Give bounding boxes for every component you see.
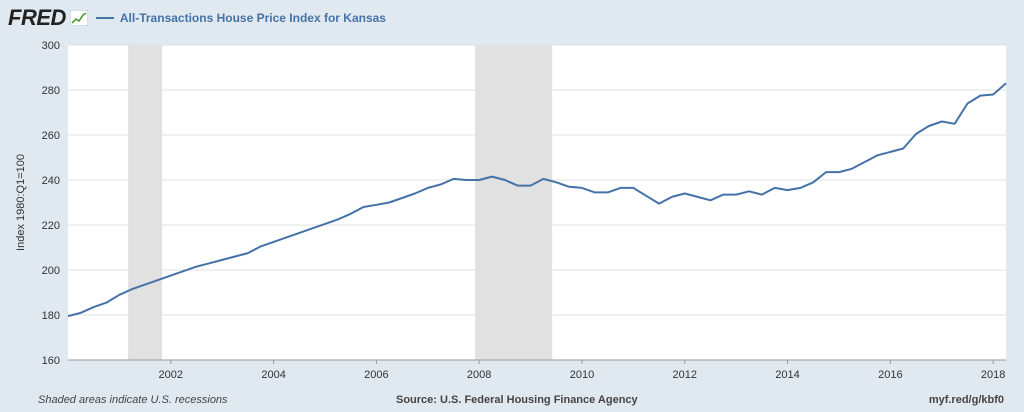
recession-band bbox=[128, 45, 163, 360]
series-title[interactable]: All-Transactions House Price Index for K… bbox=[119, 11, 386, 25]
shortlink[interactable]: myf.red/g/kbf0 bbox=[928, 394, 1004, 406]
y-tick-label: 220 bbox=[42, 220, 60, 232]
x-tick-label: 2008 bbox=[467, 369, 491, 381]
x-tick-label: 2016 bbox=[878, 369, 902, 381]
x-tick-label: 2012 bbox=[673, 369, 697, 381]
series-line bbox=[67, 82, 1007, 318]
fred-logo[interactable]: FRED bbox=[8, 5, 66, 30]
x-tick-label: 2006 bbox=[364, 369, 388, 381]
recession-band bbox=[475, 45, 553, 360]
fred-graph-icon bbox=[69, 10, 88, 26]
x-tick-label: 2014 bbox=[775, 369, 799, 381]
recession-note: Shaded areas indicate U.S. recessions bbox=[38, 394, 228, 406]
x-tick-label: 2010 bbox=[570, 369, 594, 381]
y-tick-label: 200 bbox=[42, 265, 60, 277]
y-tick-label: 300 bbox=[42, 40, 60, 52]
x-tick-label: 2004 bbox=[261, 369, 285, 381]
y-tick-label: 160 bbox=[42, 355, 60, 367]
legend-swatch bbox=[95, 17, 114, 19]
y-tick-label: 180 bbox=[42, 310, 60, 322]
y-tick-label: 280 bbox=[42, 85, 60, 97]
source-text: Source: U.S. Federal Housing Finance Age… bbox=[396, 394, 638, 406]
chart-header: FRED All-Transactions House Price Index … bbox=[8, 5, 386, 30]
y-tick-label: 240 bbox=[42, 175, 60, 187]
y-tick-label: 260 bbox=[42, 130, 60, 142]
y-axis-label: Index 1980:Q1=100 bbox=[15, 154, 27, 251]
x-tick-label: 2002 bbox=[159, 369, 183, 381]
x-tick-label: 2018 bbox=[981, 369, 1005, 381]
chart-footer: Shaded areas indicate U.S. recessions So… bbox=[0, 394, 1024, 408]
